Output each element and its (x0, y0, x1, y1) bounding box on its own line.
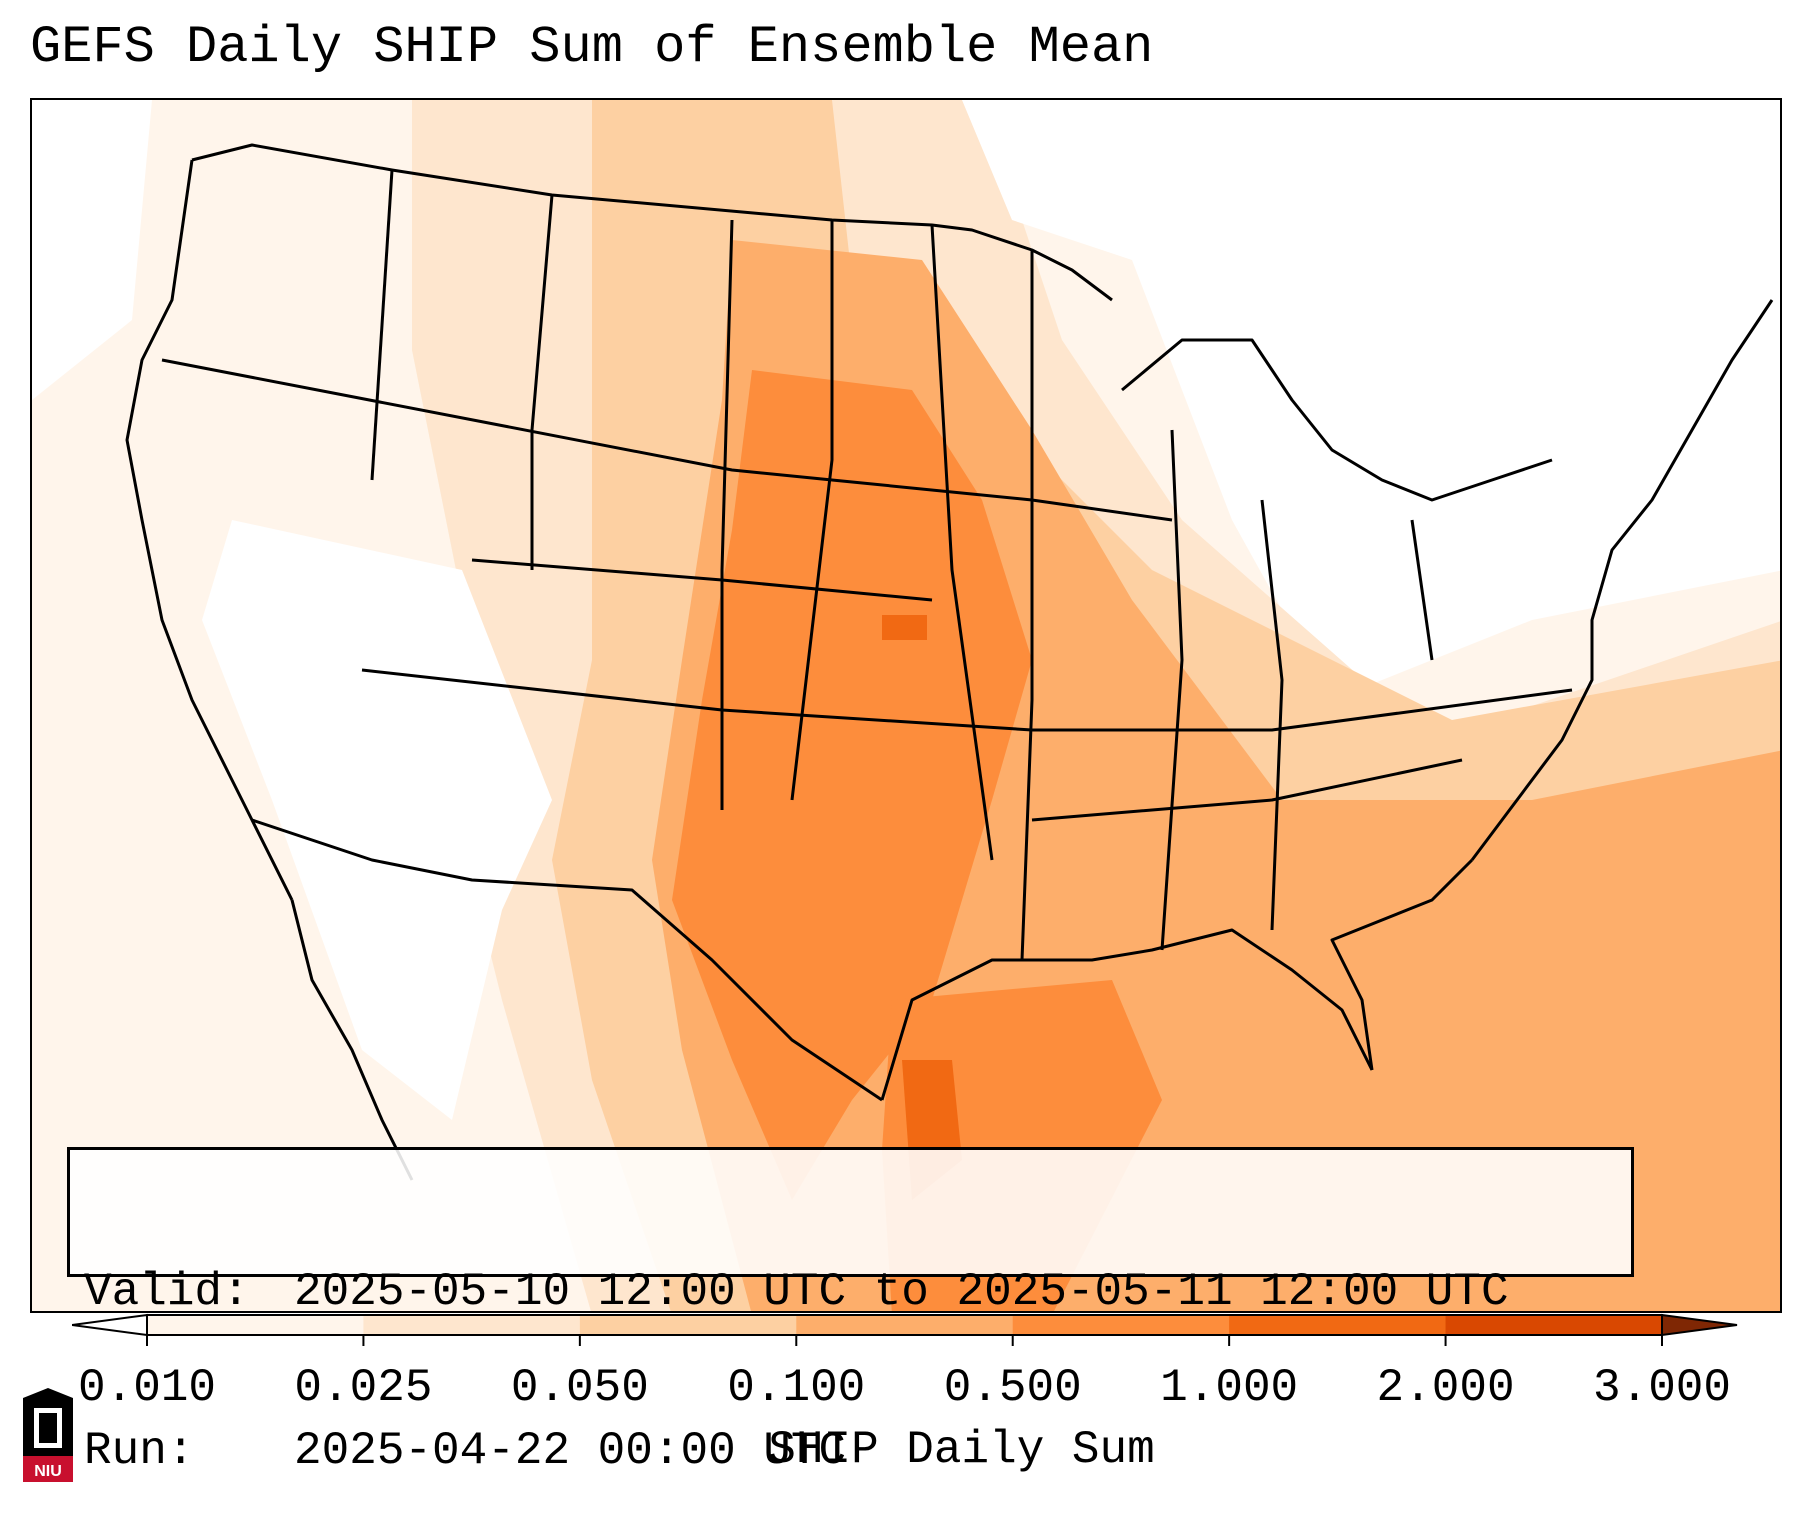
ship-shading-layer (32, 100, 1780, 1311)
colorbar-segment (796, 1315, 1014, 1335)
colorbar-segment (1012, 1315, 1230, 1335)
state-line-8 (1260, 499, 1284, 931)
shading-white-northeast (1332, 262, 1780, 640)
valid-line: Valid: 2025-05-10 12:00 UTC to 2025-05-11… (84, 1266, 1617, 1319)
niu-logo: NIU (23, 1388, 73, 1482)
mexico-us-border (251, 818, 883, 1102)
run-label: Run: (84, 1425, 195, 1477)
run-line: Run: 2025-04-22 00:00 UTC (84, 1425, 1617, 1478)
boundaries-layer (125, 143, 1774, 1181)
state-line-7 (1160, 429, 1184, 951)
great-lakes (1121, 338, 1553, 502)
map-canvas (32, 100, 1780, 1311)
colorbar-tick-label: 0.050 (510, 1362, 649, 1414)
baja-peninsula (290, 899, 414, 1181)
shading-kansas-spot (882, 615, 927, 640)
colorbar-tick-label: 2.000 (1376, 1362, 1515, 1414)
colorbar-tick-label: 0.010 (77, 1362, 217, 1414)
state-line-5 (930, 224, 994, 861)
state-line-h2 (361, 668, 1573, 732)
colorbar-extend-low (72, 1313, 148, 1337)
state-line-9 (1410, 519, 1434, 661)
colorbar-tick-label: 0.025 (294, 1362, 433, 1414)
colorbar-outline (146, 1314, 1663, 1336)
colorbar-segments (147, 1315, 1663, 1335)
canada-us-border (191, 143, 1113, 302)
gulf-coast (880, 928, 1374, 1101)
colorbar-tick-label: 0.500 (943, 1362, 1082, 1414)
colorbar-segment (579, 1315, 797, 1335)
colorbar-segment (1229, 1315, 1447, 1335)
valid-value: 2025-05-10 12:00 UTC to 2025-05-11 12:00… (294, 1266, 1509, 1318)
state-line-h1 (161, 358, 1173, 522)
colorbar-tick-label: 1.000 (1160, 1362, 1299, 1414)
shading-white-west (202, 520, 552, 1120)
colorbar-segment (363, 1315, 581, 1335)
state-line-1 (370, 169, 394, 481)
shading-white-canada (962, 100, 1780, 400)
colorbar-label: SHIP Daily Sum (768, 1424, 1155, 1476)
colorbar-tick-label: 0.100 (727, 1362, 866, 1414)
west-coast (125, 159, 294, 901)
map-title: GEFS Daily SHIP Sum of Ensemble Mean (30, 18, 1154, 77)
colorbar-segment (1445, 1315, 1663, 1335)
colorbar-tick-label: 3.000 (1592, 1362, 1732, 1414)
shading-medium-orange (672, 370, 1032, 1200)
colorbar-extend-high (1661, 1313, 1738, 1337)
state-line-4 (790, 220, 834, 801)
state-line-h3 (471, 558, 933, 602)
state-line-3 (720, 219, 734, 810)
logo-text: NIU (34, 1463, 62, 1480)
state-line-6 (1020, 250, 1034, 961)
map-panel (30, 98, 1782, 1313)
colorbar (72, 1313, 1738, 1346)
valid-label: Valid: (84, 1266, 250, 1318)
info-box: Valid: 2025-05-10 12:00 UTC to 2025-05-11… (67, 1147, 1634, 1477)
east-coast (1470, 299, 1774, 861)
run-value: 2025-04-22 00:00 UTC (294, 1425, 847, 1477)
florida (1330, 858, 1474, 1071)
state-line-h4 (1031, 758, 1463, 822)
colorbar-segment (147, 1315, 364, 1335)
colorbar-ticks (146, 1335, 1663, 1346)
